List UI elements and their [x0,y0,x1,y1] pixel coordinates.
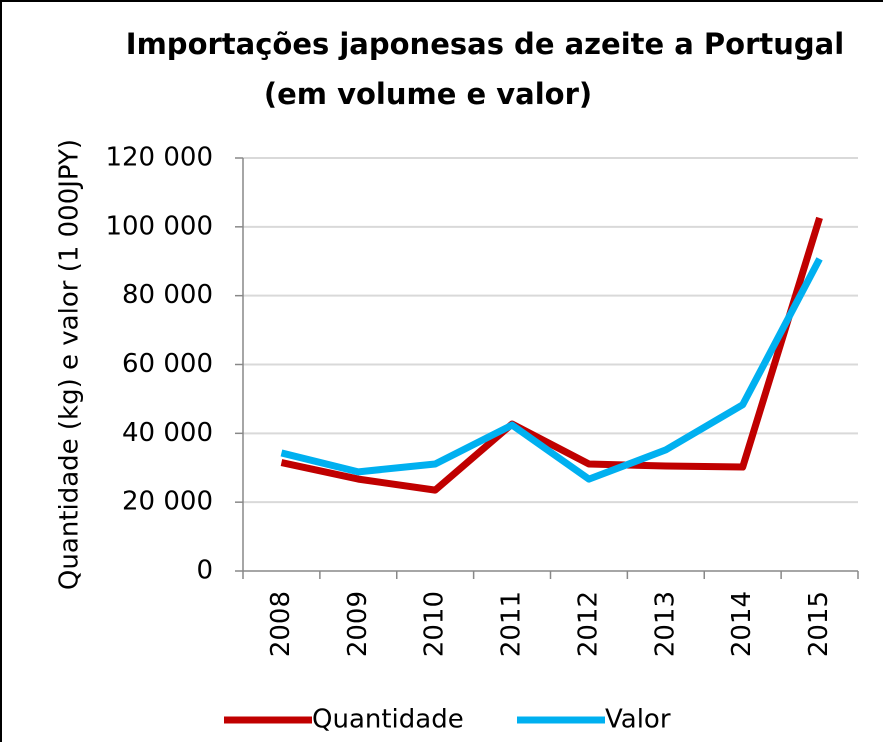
chart-title: Importações japonesas de azeite a Portug… [126,27,844,61]
x-tick-label: 2009 [343,591,373,657]
chart-title: (em volume e valor) [264,77,592,111]
y-tick-label: 100 000 [105,211,213,241]
x-tick-label: 2013 [650,591,680,657]
legend-label: Quantidade [312,705,464,735]
y-tick-label: 120 000 [105,143,213,173]
x-tick-label: 2011 [497,591,527,657]
y-tick-label: 0 [196,556,213,586]
x-tick-label: 2014 [727,591,757,657]
data-line [280,257,823,483]
x-tick-label: 2012 [573,591,603,657]
x-tick-label: 2010 [420,591,450,657]
y-tick-label: 60 000 [122,349,213,379]
data-line [280,216,823,494]
y-tick-label: 20 000 [122,487,213,517]
x-tick-label: 2015 [804,591,834,657]
legend-label: Valor [605,705,671,735]
x-tick-label: 2008 [266,591,296,657]
y-tick-label: 80 000 [122,280,213,310]
y-axis-label: Quantidade (kg) e valor (1 000JPY) [55,139,85,590]
y-tick-label: 40 000 [122,418,213,448]
